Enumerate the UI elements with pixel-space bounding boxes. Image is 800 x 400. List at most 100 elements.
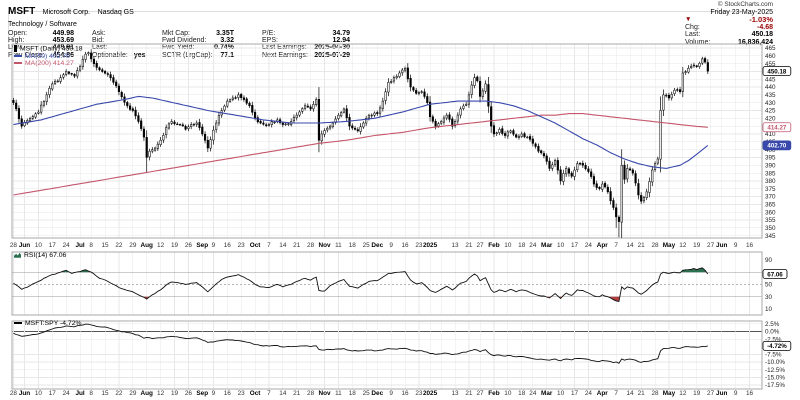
svg-text:14: 14 — [279, 390, 287, 397]
svg-text:0.0%: 0.0% — [765, 329, 780, 336]
svg-text:Jun: Jun — [716, 390, 727, 397]
svg-text:10: 10 — [557, 242, 565, 249]
svg-text:7: 7 — [267, 242, 271, 249]
copyright-notice[interactable]: © StockCharts.com — [717, 1, 773, 8]
ask-label: Ask: — [92, 30, 106, 37]
svg-text:8: 8 — [89, 242, 93, 249]
svg-text:24: 24 — [63, 242, 71, 249]
svg-text:16: 16 — [402, 390, 410, 397]
svg-text:23: 23 — [415, 390, 423, 397]
svg-text:-10.0%: -10.0% — [765, 359, 785, 366]
svg-text:Sep: Sep — [196, 390, 208, 397]
svg-text:360: 360 — [765, 209, 776, 216]
svg-text:12: 12 — [679, 390, 687, 397]
svg-text:17: 17 — [571, 242, 579, 249]
svg-text:445: 445 — [765, 76, 776, 83]
quote-last-label: Last: — [685, 31, 701, 39]
svg-text:17: 17 — [49, 242, 57, 249]
svg-text:2025: 2025 — [423, 242, 438, 249]
svg-text:355: 355 — [765, 217, 776, 224]
svg-text:Jun: Jun — [19, 242, 30, 249]
svg-text:Apr: Apr — [597, 242, 609, 249]
svg-text:90: 90 — [765, 257, 773, 264]
svg-text:24: 24 — [529, 390, 537, 397]
svg-text:455: 455 — [765, 61, 776, 68]
svg-text:30: 30 — [765, 294, 773, 301]
svg-text:-17.5%: -17.5% — [765, 382, 785, 389]
svg-text:10: 10 — [504, 390, 512, 397]
svg-text:12: 12 — [157, 390, 165, 397]
svg-text:9: 9 — [212, 242, 216, 249]
svg-text:Nov: Nov — [318, 390, 331, 397]
rsi-panel-frame — [11, 251, 763, 316]
header-divider — [8, 11, 738, 12]
quote-date: Friday 23-May-2025 — [710, 9, 773, 16]
mktcap-label: Mkt Cap: — [162, 30, 191, 37]
high-label: High: — [8, 37, 25, 45]
svg-text:9: 9 — [389, 390, 393, 397]
svg-text:Aug: Aug — [141, 390, 154, 397]
svg-text:25: 25 — [363, 390, 371, 397]
svg-text:Jul: Jul — [75, 390, 84, 397]
svg-text:Nov: Nov — [318, 242, 331, 249]
svg-text:28: 28 — [652, 242, 660, 249]
svg-text:67.06: 67.06 — [767, 271, 783, 278]
symbol-title-row: MSFT Microsoft Corp. Nasdaq GS — [8, 1, 350, 19]
svg-text:16: 16 — [746, 390, 754, 397]
ratio-line — [13, 323, 708, 364]
svg-text:465: 465 — [765, 45, 776, 52]
svg-text:8: 8 — [89, 390, 93, 397]
svg-text:-7.5%: -7.5% — [765, 352, 782, 359]
svg-text:375: 375 — [765, 186, 776, 193]
main-panel-frame — [11, 43, 763, 239]
svg-text:410: 410 — [765, 131, 776, 138]
ratio-panel-frame — [11, 320, 763, 390]
ratio-tag — [762, 340, 792, 351]
svg-text:Oct: Oct — [250, 242, 262, 249]
ticker-symbol[interactable]: MSFT — [8, 6, 36, 17]
svg-text:Feb: Feb — [488, 390, 499, 397]
candlesticks — [12, 49, 709, 238]
svg-text:16: 16 — [224, 390, 232, 397]
svg-text:18: 18 — [518, 242, 526, 249]
svg-text:370: 370 — [765, 194, 776, 201]
exchange-name: Nasdaq GS — [97, 9, 134, 16]
svg-text:14: 14 — [627, 390, 635, 397]
svg-text:19: 19 — [171, 390, 179, 397]
svg-text:11: 11 — [335, 242, 342, 249]
prev-close-value: 454.86 — [52, 51, 74, 59]
chg-value: -4.68 — [757, 24, 773, 31]
ratio-panel: 2.5%0.0%-2.5% -7.5%-10.0%-12.5%-15.0%-17.… — [11, 320, 792, 390]
svg-text:450.18: 450.18 — [767, 68, 786, 75]
svg-text:16: 16 — [746, 242, 754, 249]
svg-text:24: 24 — [585, 390, 593, 397]
svg-text:2.5%: 2.5% — [765, 321, 780, 328]
svg-text:9: 9 — [212, 390, 216, 397]
fwd-dividend-label: Fwd Dividend: — [162, 37, 207, 45]
svg-text:24: 24 — [63, 390, 71, 397]
svg-text:7: 7 — [614, 390, 618, 397]
ma200-line — [13, 113, 708, 196]
quote-last-value: 450.18 — [751, 31, 773, 39]
svg-text:18: 18 — [518, 390, 526, 397]
svg-text:10: 10 — [35, 390, 43, 397]
svg-text:22: 22 — [115, 390, 123, 397]
svg-text:21: 21 — [465, 242, 473, 249]
eps-value: 12.94 — [332, 37, 350, 45]
svg-text:23: 23 — [415, 242, 423, 249]
svg-text:390: 390 — [765, 162, 776, 169]
date-axis-bottom: 28 Jun 10 17 24 Jul 8 15 22 29 Aug 12 19 26 Sep 9 16 23 Oc… — [10, 390, 754, 397]
mktcap-value: 3.35T — [216, 30, 234, 37]
svg-text:27: 27 — [477, 390, 485, 397]
svg-text:12: 12 — [679, 242, 687, 249]
high-value: 453.69 — [52, 37, 74, 45]
svg-text:19: 19 — [693, 390, 701, 397]
pe-value: 34.79 — [332, 30, 350, 37]
svg-text:11: 11 — [335, 390, 342, 397]
svg-text:Jun: Jun — [19, 390, 30, 397]
ma50-line — [13, 95, 709, 169]
svg-text:May: May — [663, 390, 676, 397]
svg-text:350: 350 — [765, 225, 776, 232]
fwd-dividend-value: 3.32 — [220, 37, 234, 45]
